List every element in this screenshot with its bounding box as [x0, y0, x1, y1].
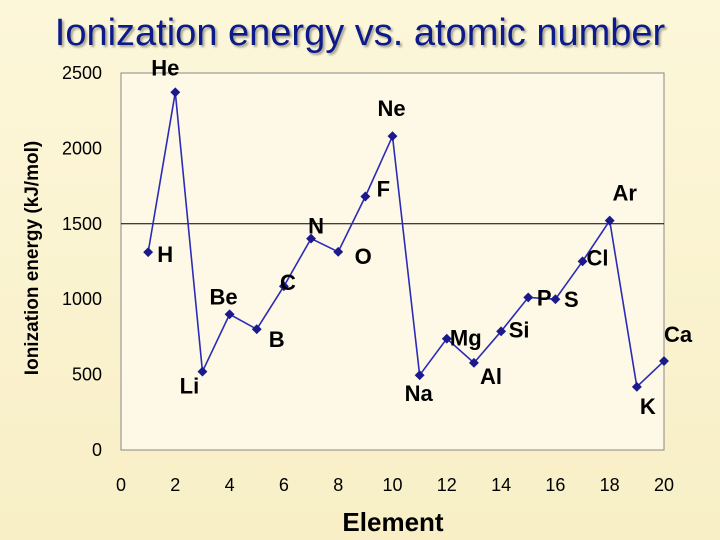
point-label: Mg [450, 326, 482, 351]
x-tick-label: 20 [654, 475, 674, 495]
point-label: Ar [612, 181, 637, 206]
y-tick-label: 1000 [62, 289, 102, 309]
point-labels: H He Li Be B C N O F Ne Na Mg Al Si P S Cl Ar K Ca [151, 55, 693, 419]
y-tick-label: 2500 [62, 63, 102, 83]
data-point [170, 87, 181, 98]
data-point [278, 281, 289, 292]
point-label: Ca [664, 322, 693, 347]
data-point [414, 370, 425, 381]
data-point [496, 326, 507, 337]
x-tick-label: 8 [333, 475, 343, 495]
x-tick-label: 6 [279, 475, 289, 495]
point-label: F [377, 177, 390, 202]
data-point [577, 256, 588, 267]
point-label: Si [509, 317, 530, 342]
x-tick-label: 4 [225, 475, 235, 495]
y-axis-label: Ionization energy (kJ/mol) [22, 141, 43, 375]
data-point [659, 356, 669, 366]
y-tick-label: 1500 [62, 214, 102, 234]
x-tick-label: 12 [437, 475, 457, 495]
data-point [224, 309, 235, 320]
point-label: Al [480, 364, 502, 389]
point-label: N [308, 214, 324, 239]
point-label: C [280, 270, 296, 295]
point-label: K [640, 394, 656, 419]
data-point [306, 233, 316, 244]
data-point [143, 247, 154, 258]
markers [143, 87, 669, 392]
x-tick-label: 0 [116, 475, 126, 495]
point-label: O [355, 244, 372, 269]
point-label: Cl [587, 245, 609, 270]
series-line [147, 92, 665, 389]
x-tick-label: 18 [600, 475, 620, 495]
point-label: S [564, 287, 579, 312]
point-label: Ne [377, 96, 405, 121]
x-tick-label: 10 [382, 475, 402, 495]
slide-title: Ionization energy vs. atomic number [54, 12, 666, 54]
x-axis-ticks: 0 2 4 6 8 10 12 14 16 18 20 [116, 475, 674, 495]
point-label: Li [180, 374, 200, 399]
x-tick-label: 14 [491, 475, 511, 495]
x-tick-label: 16 [545, 475, 565, 495]
data-point [550, 294, 561, 305]
point-label: H [157, 242, 173, 267]
data-point [197, 366, 208, 377]
data-point [604, 215, 615, 226]
point-label: B [269, 327, 285, 352]
y-axis-ticks: 0 500 1000 1500 2000 2500 [62, 63, 102, 460]
x-axis-label: Element [342, 507, 443, 537]
data-point [333, 246, 344, 257]
point-label: P [537, 285, 552, 310]
data-point [469, 357, 479, 368]
point-label: Na [405, 381, 434, 406]
data-point [441, 333, 452, 344]
y-tick-label: 0 [92, 440, 102, 460]
data-point [523, 292, 534, 303]
point-label: He [151, 55, 179, 80]
x-tick-label: 2 [170, 475, 180, 495]
data-point [360, 191, 371, 202]
data-point [631, 381, 642, 392]
data-point [251, 324, 262, 335]
data-point [387, 131, 398, 142]
point-label: Be [210, 284, 238, 309]
y-tick-label: 500 [72, 365, 102, 385]
y-tick-label: 2000 [62, 138, 102, 158]
